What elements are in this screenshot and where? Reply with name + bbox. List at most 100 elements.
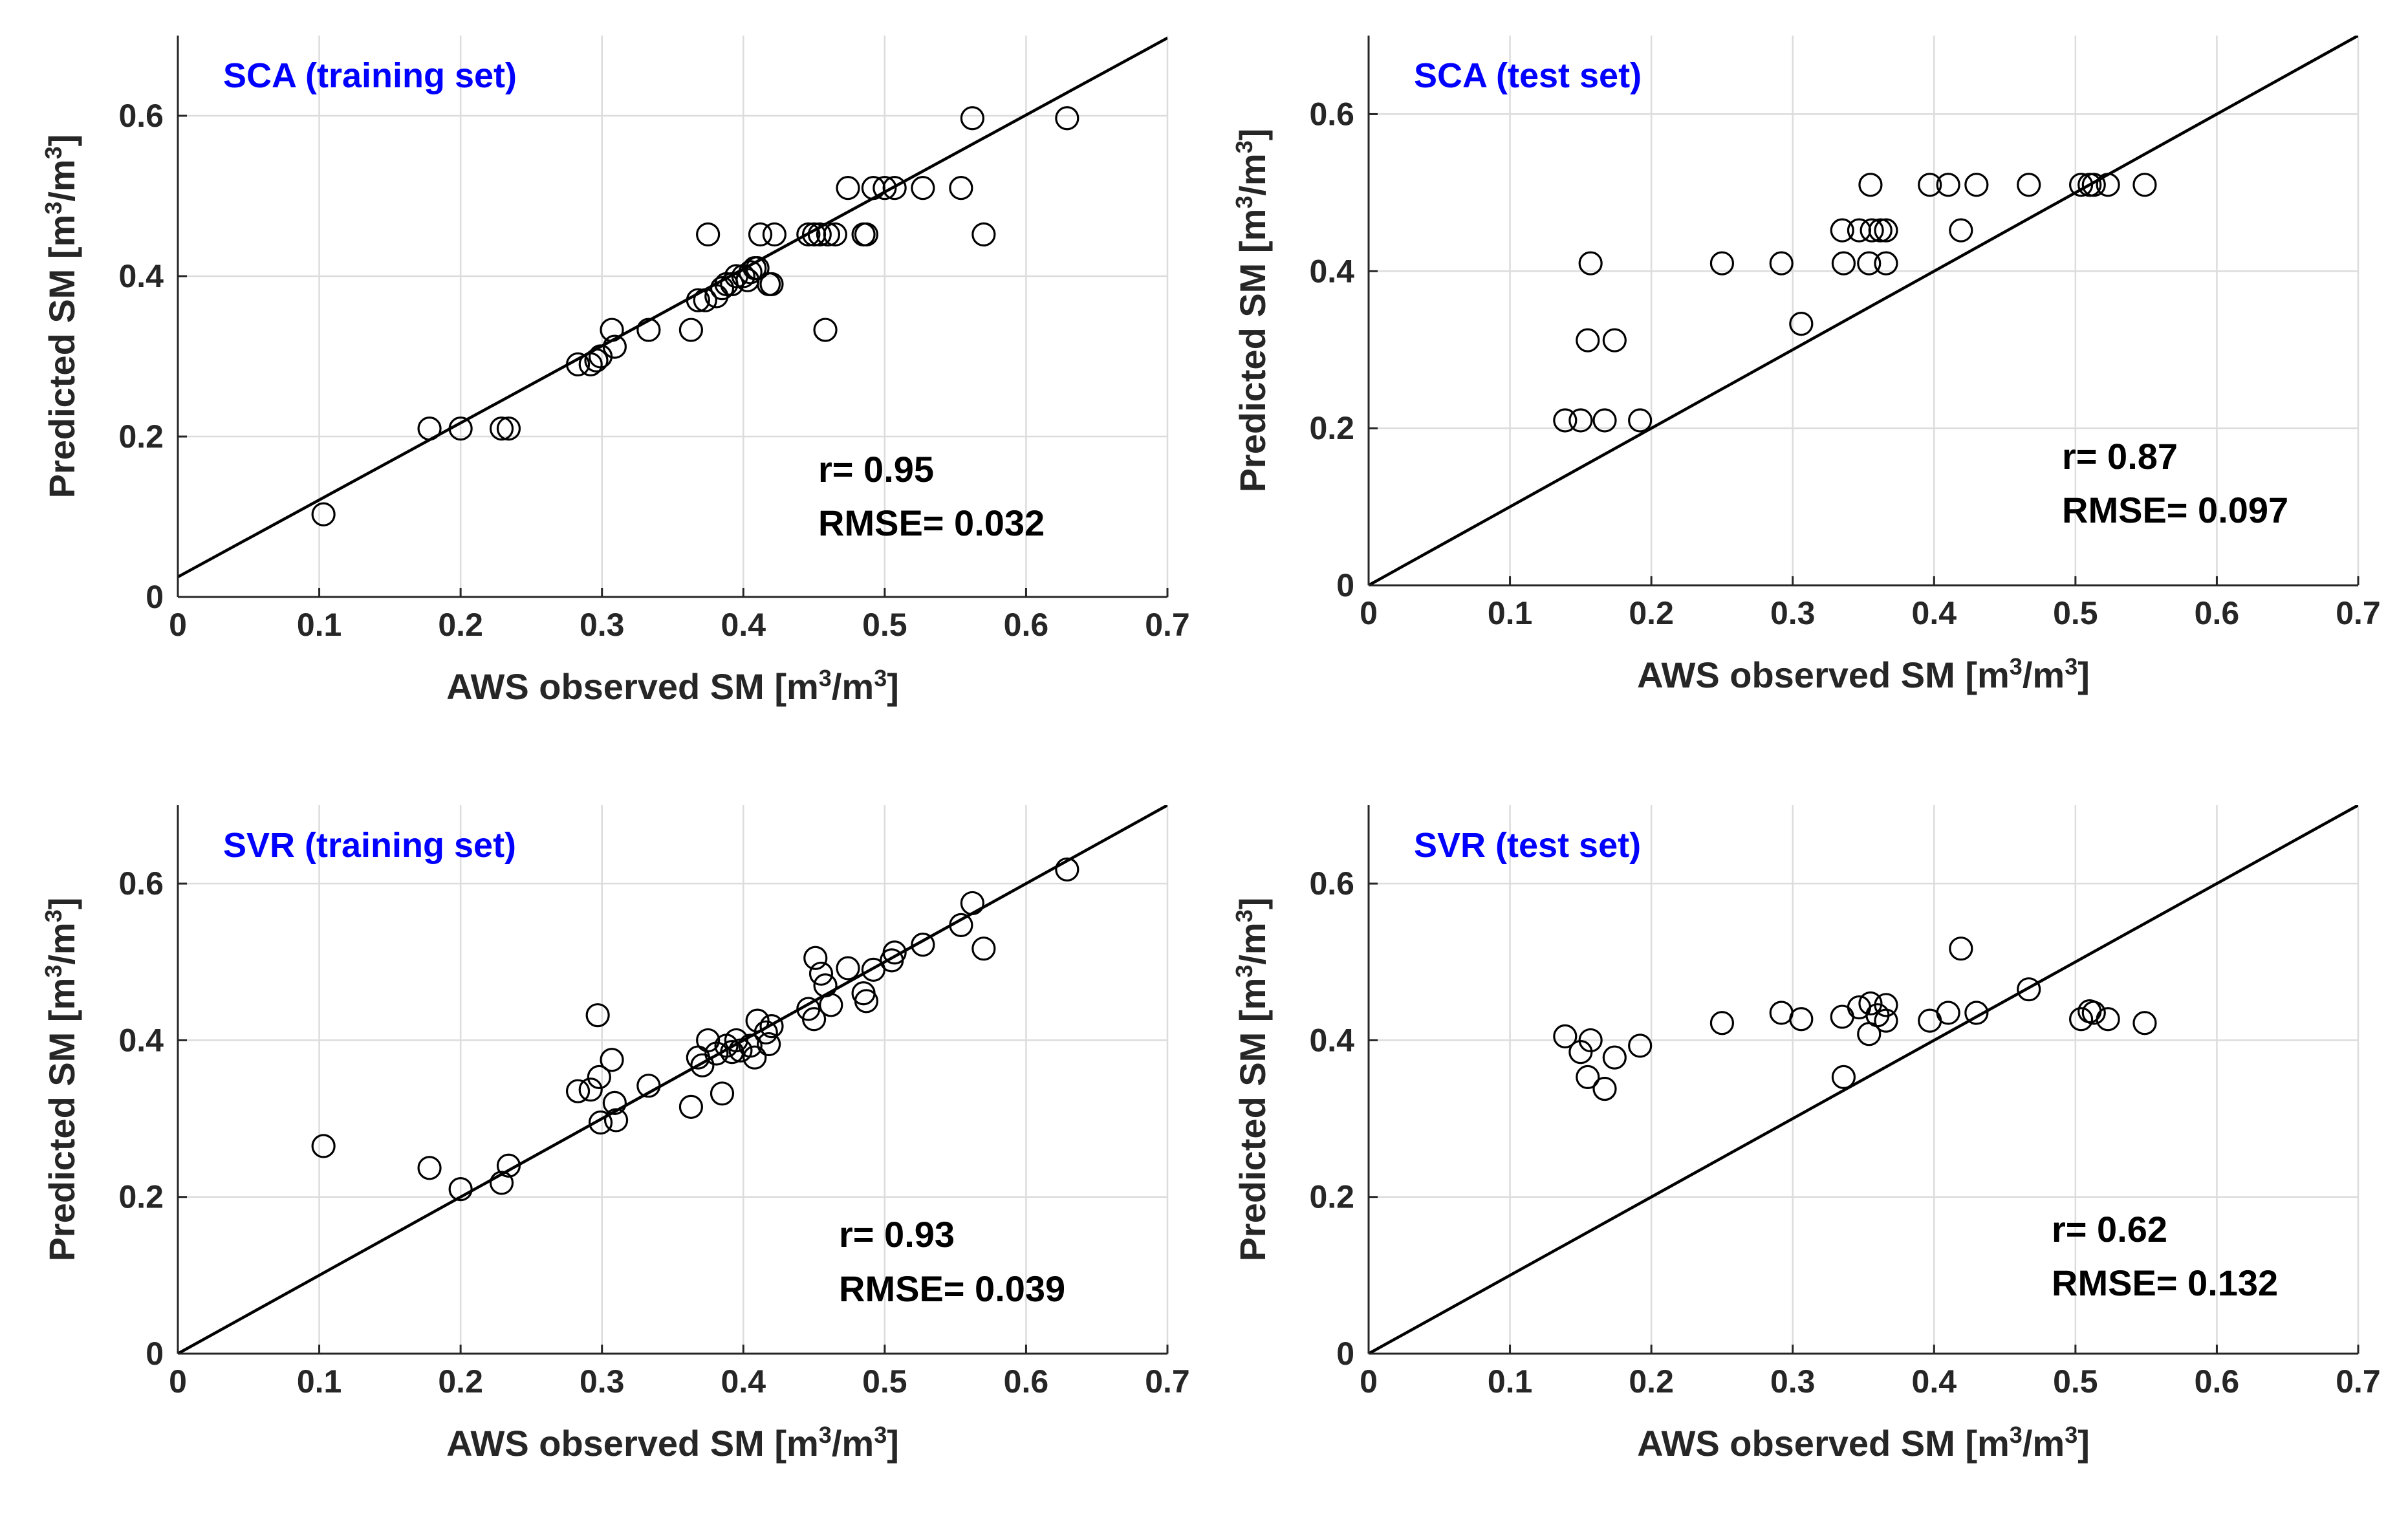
data-point bbox=[823, 222, 847, 247]
data-point bbox=[1769, 251, 1794, 276]
x-tick-label: 0.1 bbox=[297, 1363, 342, 1400]
data-point bbox=[2081, 1001, 2106, 1025]
x-tick-label: 0.7 bbox=[2336, 595, 2381, 631]
data-point bbox=[960, 106, 984, 131]
data-point bbox=[971, 222, 996, 247]
y-tick-label: 0.2 bbox=[1309, 410, 1354, 446]
x-tick-label: 0.5 bbox=[862, 1363, 907, 1400]
data-point bbox=[678, 318, 704, 342]
data-point bbox=[745, 256, 770, 281]
data-point bbox=[602, 334, 627, 359]
y-tick-label: 0 bbox=[1336, 567, 1354, 603]
data-point bbox=[836, 956, 860, 980]
data-point bbox=[1874, 993, 1898, 1017]
rmse-annotation: RMSE= 0.132 bbox=[2052, 1262, 2278, 1303]
x-tick-label: 0.4 bbox=[1912, 1363, 1957, 1400]
x-tick-label: 0 bbox=[169, 607, 187, 643]
data-point bbox=[565, 352, 591, 377]
data-point bbox=[801, 1007, 827, 1032]
fit-line bbox=[178, 805, 1167, 1354]
x-tick-label: 0.1 bbox=[1488, 1363, 1533, 1400]
data-point bbox=[743, 1045, 767, 1070]
y-tick-label: 0 bbox=[1336, 1336, 1354, 1372]
data-point bbox=[754, 1020, 778, 1045]
chart-panel-2: 0 0.1 0.2 0.3 0.4 0.5 0.6 0.7 0 0.2 0.4 0.6 SCA (tes… bbox=[1231, 36, 2381, 695]
x-tick-label: 0.5 bbox=[2053, 595, 2098, 631]
data-point bbox=[738, 1034, 763, 1058]
data-point bbox=[1709, 1011, 1735, 1035]
data-point bbox=[873, 176, 897, 200]
data-point bbox=[1936, 1001, 1960, 1025]
data-point bbox=[690, 1053, 715, 1077]
y-tick-label: 0.4 bbox=[118, 1022, 164, 1058]
data-point bbox=[1568, 408, 1593, 433]
x-tick-label: 0.2 bbox=[438, 607, 483, 643]
data-point bbox=[448, 416, 473, 441]
data-point bbox=[1576, 328, 1600, 352]
chart-title: SCA (training set) bbox=[223, 56, 517, 95]
x-tick-label: 0.6 bbox=[1004, 1363, 1049, 1400]
data-point bbox=[2017, 977, 2041, 1002]
y-tick-label: 0.2 bbox=[118, 1179, 164, 1215]
x-tick-label: 0.3 bbox=[580, 607, 625, 643]
x-tick-label: 0.7 bbox=[1145, 1363, 1190, 1400]
data-point bbox=[949, 913, 973, 937]
y-axis-label: Predicted SM [m3/m3] bbox=[40, 898, 83, 1262]
data-point bbox=[759, 1014, 784, 1039]
data-point bbox=[2096, 173, 2120, 197]
data-point bbox=[710, 1081, 735, 1106]
y-tick-label: 0.4 bbox=[1309, 1022, 1354, 1058]
fit-line bbox=[178, 36, 1167, 578]
x-axis-label: AWS observed SM [m3/m3] bbox=[446, 1422, 899, 1464]
chart-title: SCA (test set) bbox=[1414, 56, 1642, 95]
x-tick-label: 0.2 bbox=[438, 1363, 483, 1400]
data-point bbox=[1592, 1076, 1617, 1101]
data-point bbox=[448, 1176, 473, 1202]
data-point bbox=[1874, 251, 1898, 276]
data-point bbox=[1553, 408, 1578, 433]
y-tick-label: 0 bbox=[146, 1336, 164, 1372]
data-point bbox=[1831, 251, 1856, 276]
data-point bbox=[636, 318, 661, 342]
y-tick-label: 0.6 bbox=[118, 865, 164, 902]
data-point bbox=[417, 1156, 442, 1180]
data-point bbox=[1936, 173, 1960, 197]
data-point bbox=[759, 272, 784, 296]
data-point bbox=[720, 1039, 744, 1065]
fit-line bbox=[1369, 805, 2358, 1354]
data-point bbox=[496, 1153, 521, 1178]
r-annotation: r= 0.62 bbox=[2052, 1209, 2167, 1250]
data-point bbox=[949, 176, 973, 200]
x-tick-label: 0.4 bbox=[1912, 595, 1957, 631]
data-point bbox=[2069, 1007, 2094, 1032]
data-point bbox=[796, 222, 821, 247]
chart-title: SVR (test set) bbox=[1414, 826, 1641, 865]
data-point bbox=[696, 1028, 721, 1053]
x-tick-label: 0.5 bbox=[2053, 1363, 2098, 1400]
x-tick-label: 0.1 bbox=[1488, 595, 1533, 631]
data-point bbox=[704, 284, 729, 309]
data-point bbox=[1874, 1008, 1898, 1033]
data-point bbox=[602, 1090, 627, 1115]
y-tick-label: 0.6 bbox=[118, 98, 164, 134]
data-point bbox=[600, 318, 624, 342]
data-point bbox=[1868, 218, 1893, 243]
data-point bbox=[710, 276, 735, 301]
data-point bbox=[585, 1003, 610, 1028]
data-point bbox=[911, 933, 935, 957]
x-tick-label: 0.6 bbox=[1004, 607, 1049, 643]
x-tick-label: 0.6 bbox=[2195, 595, 2240, 631]
data-point bbox=[1858, 991, 1883, 1016]
data-point bbox=[696, 222, 721, 247]
data-point bbox=[808, 961, 834, 986]
data-point bbox=[584, 348, 609, 373]
data-point bbox=[1055, 857, 1079, 882]
rmse-annotation: RMSE= 0.032 bbox=[818, 503, 1045, 543]
x-tick-label: 0.4 bbox=[721, 607, 766, 643]
data-point bbox=[807, 222, 832, 247]
data-point bbox=[836, 176, 860, 200]
y-axis-label: Predicted SM [m3/m3] bbox=[1231, 129, 1274, 493]
chart-panel-4: 0 0.1 0.2 0.3 0.4 0.5 0.6 0.7 0 0.2 0.4 0.6 SVR (tes… bbox=[1231, 805, 2381, 1464]
data-point bbox=[854, 989, 879, 1013]
x-axis-label: AWS observed SM [m3/m3] bbox=[1637, 653, 2090, 696]
